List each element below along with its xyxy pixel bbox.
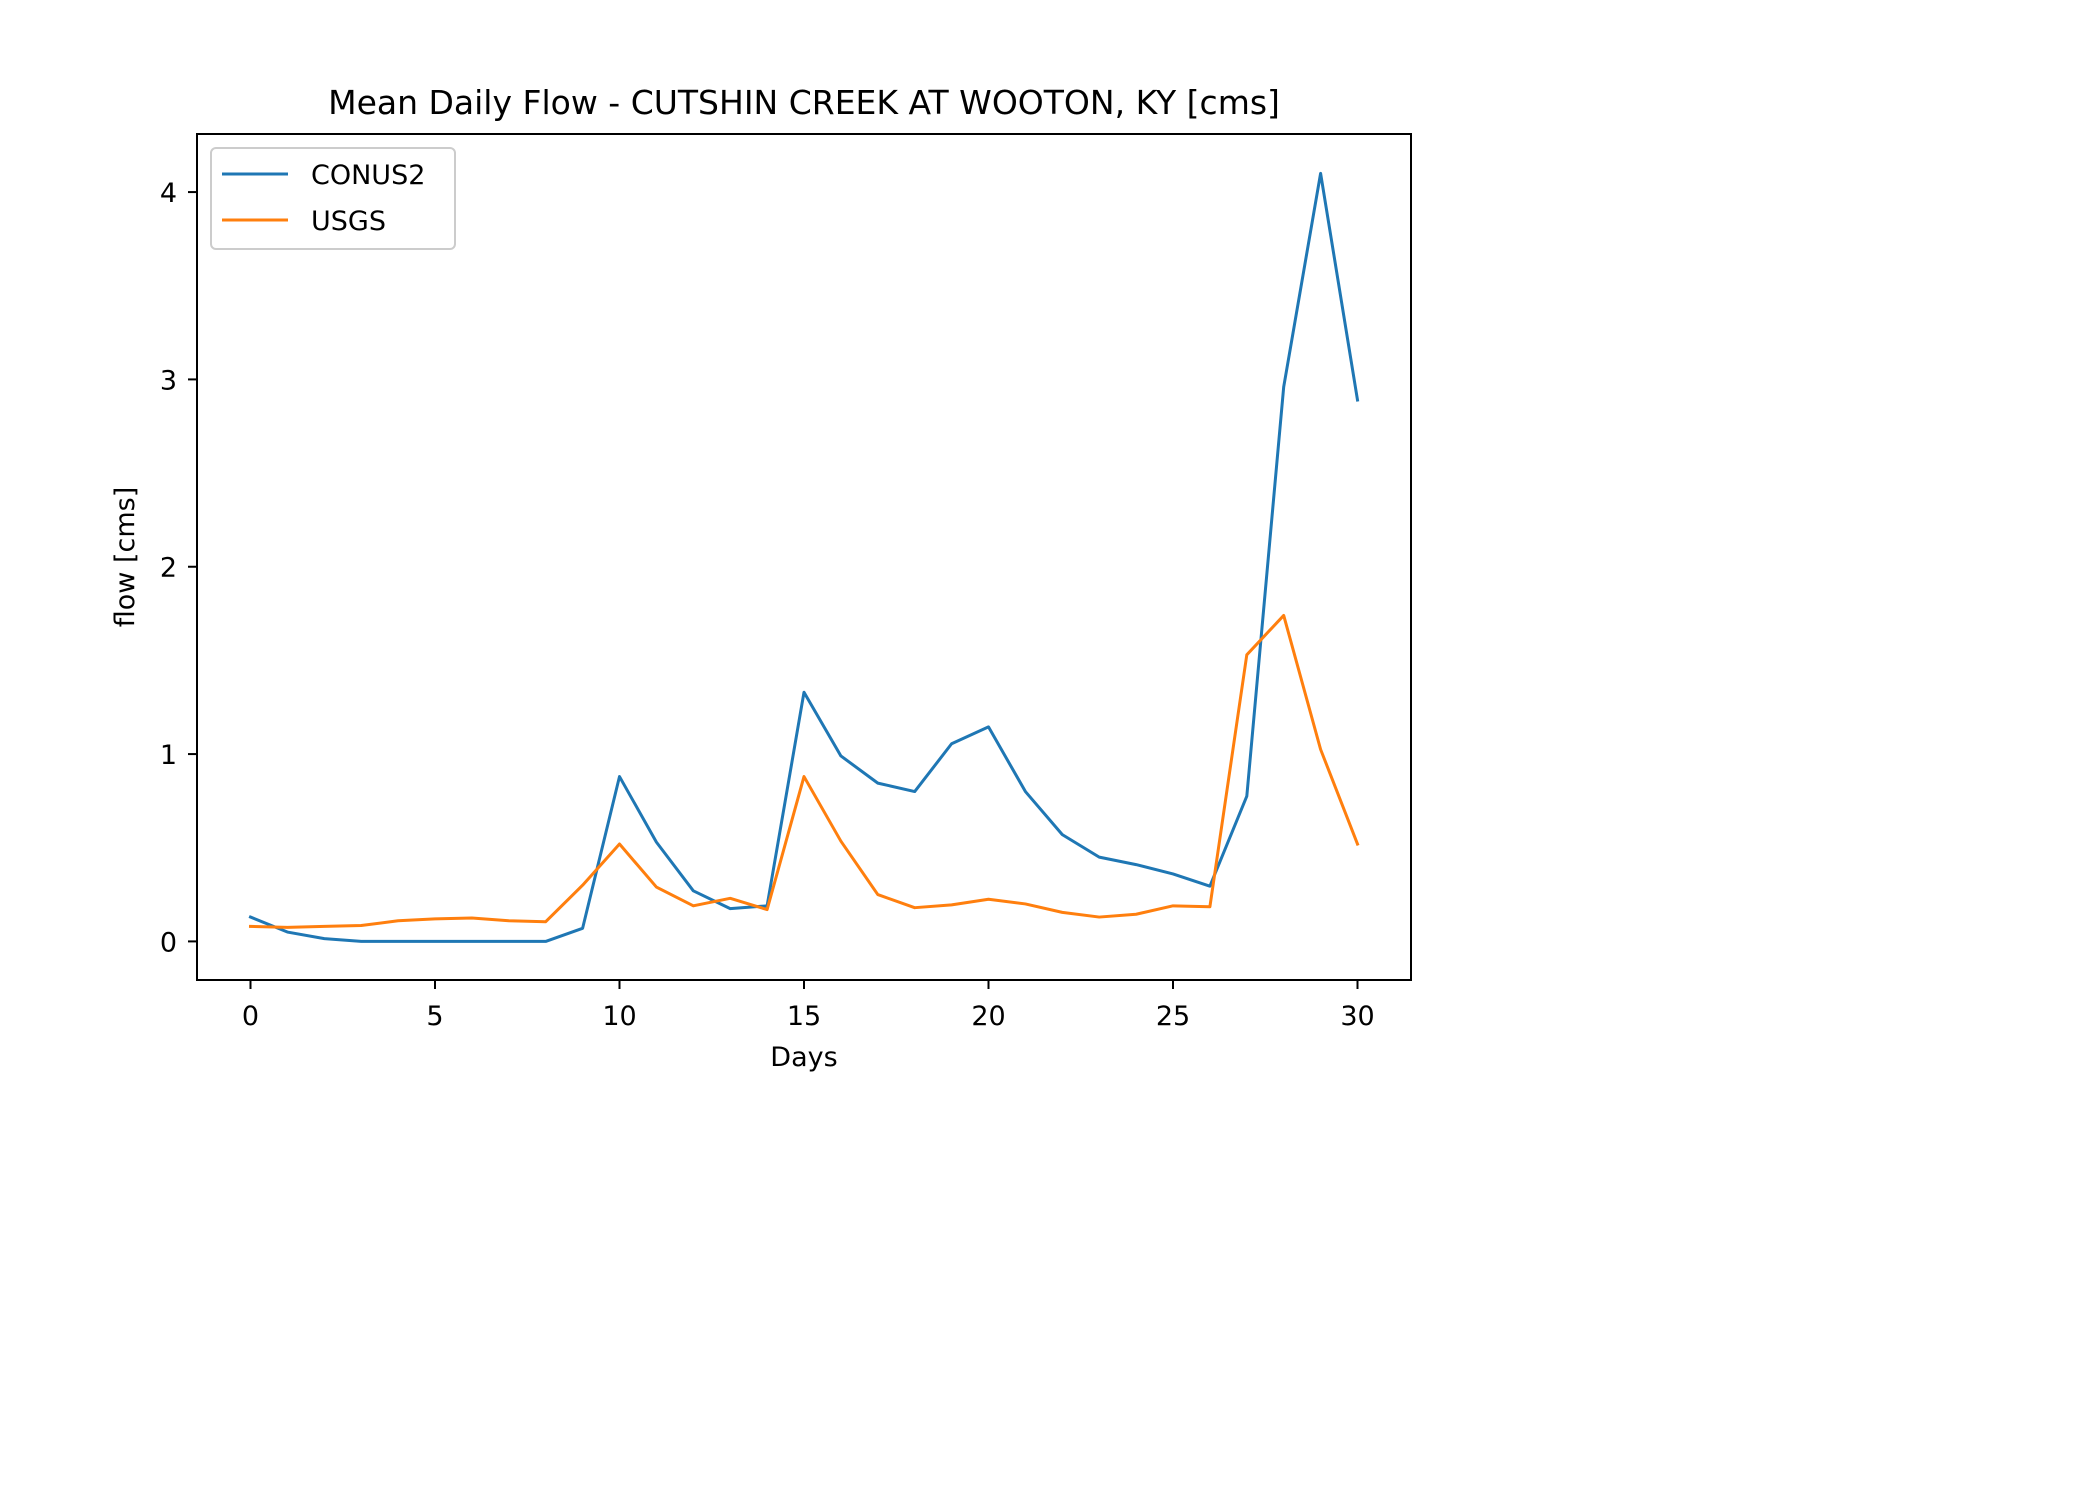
y-tick-label: 2 [160, 553, 177, 584]
plot-area-frame [196, 133, 1412, 981]
x-tick-label: 5 [426, 1001, 443, 1032]
y-axis-ticks: 0 1 2 3 4 [160, 178, 197, 958]
x-tick-label: 10 [602, 1001, 636, 1032]
x-tick-label: 15 [787, 1001, 821, 1032]
x-tick-label: 30 [1340, 1001, 1374, 1032]
y-tick-label: 1 [160, 740, 177, 771]
y-tick-label: 3 [160, 365, 177, 396]
legend-label-usgs: USGS [311, 206, 386, 237]
x-tick-label: 25 [1156, 1001, 1190, 1032]
y-axis-label: flow [cms] [110, 487, 141, 627]
chart-canvas: 0 5 10 15 20 25 30 0 1 2 3 4 Mean Daily Flow - CUT… [110, 83, 1412, 1073]
y-tick-label: 0 [160, 927, 177, 958]
y-tick-label: 4 [160, 178, 177, 209]
legend: CONUS2 USGS [210, 147, 456, 250]
series-line-conus2 [248, 171, 1360, 943]
chart-title: Mean Daily Flow - CUTSHIN CREEK AT WOOTO… [328, 83, 1280, 122]
series-layer [248, 171, 1360, 943]
x-axis-ticks: 0 5 10 15 20 25 30 [242, 980, 1375, 1032]
x-tick-label: 0 [242, 1001, 259, 1032]
line-chart: 0 5 10 15 20 25 30 0 1 2 3 4 Mean Daily Flow - CUT… [110, 83, 1412, 1073]
x-axis-label: Days [770, 1042, 837, 1073]
series-line-usgs [248, 613, 1360, 929]
x-tick-label: 20 [971, 1001, 1005, 1032]
legend-label-conus2: CONUS2 [311, 160, 425, 191]
